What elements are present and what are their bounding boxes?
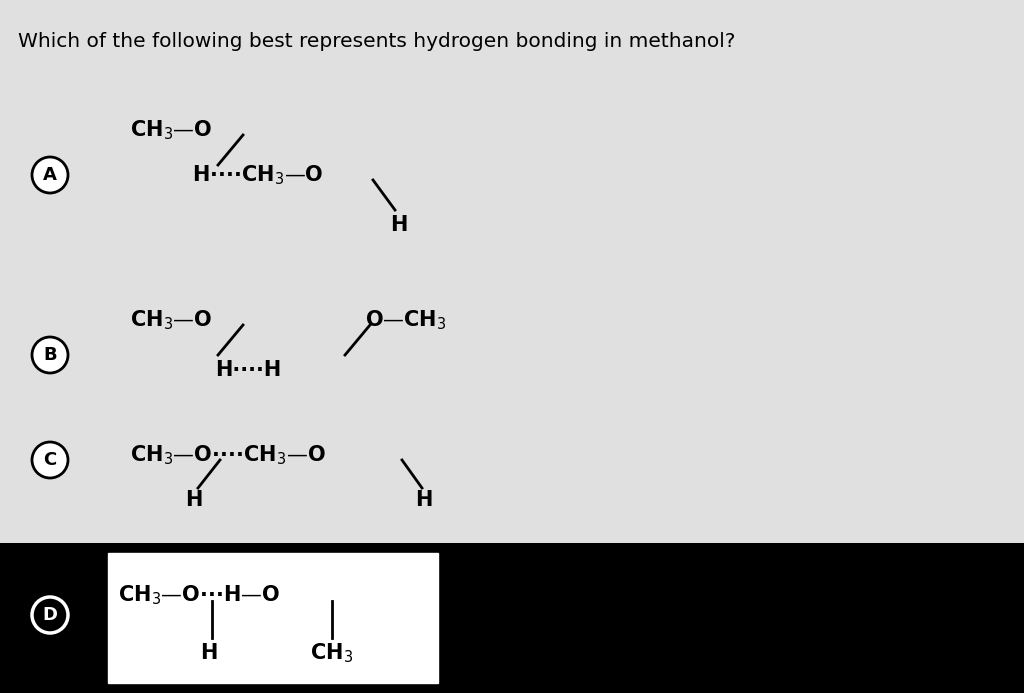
Text: CH$_3$—O: CH$_3$—O <box>130 119 212 142</box>
Text: D: D <box>43 606 57 624</box>
Text: CH$_3$—O: CH$_3$—O <box>130 308 212 332</box>
Bar <box>108 553 438 683</box>
Text: H: H <box>415 490 432 510</box>
Text: Which of the following best represents hydrogen bonding in methanol?: Which of the following best represents h… <box>18 32 735 51</box>
Text: H····H: H····H <box>215 360 282 380</box>
Circle shape <box>32 442 68 478</box>
Text: O—CH$_3$: O—CH$_3$ <box>365 308 446 332</box>
Text: H: H <box>390 215 408 235</box>
Text: B: B <box>43 346 56 364</box>
Text: CH$_3$: CH$_3$ <box>310 641 353 665</box>
Text: H: H <box>185 490 203 510</box>
Text: A: A <box>43 166 57 184</box>
Text: H: H <box>200 643 217 663</box>
Circle shape <box>32 337 68 373</box>
Text: CH$_3$—O···H—O: CH$_3$—O···H—O <box>118 584 281 607</box>
Bar <box>0 543 1024 693</box>
Circle shape <box>32 157 68 193</box>
Text: H····CH$_3$—O: H····CH$_3$—O <box>193 163 324 187</box>
Text: CH$_3$—O····CH$_3$—O: CH$_3$—O····CH$_3$—O <box>130 444 326 467</box>
Text: C: C <box>43 451 56 469</box>
Circle shape <box>32 597 68 633</box>
